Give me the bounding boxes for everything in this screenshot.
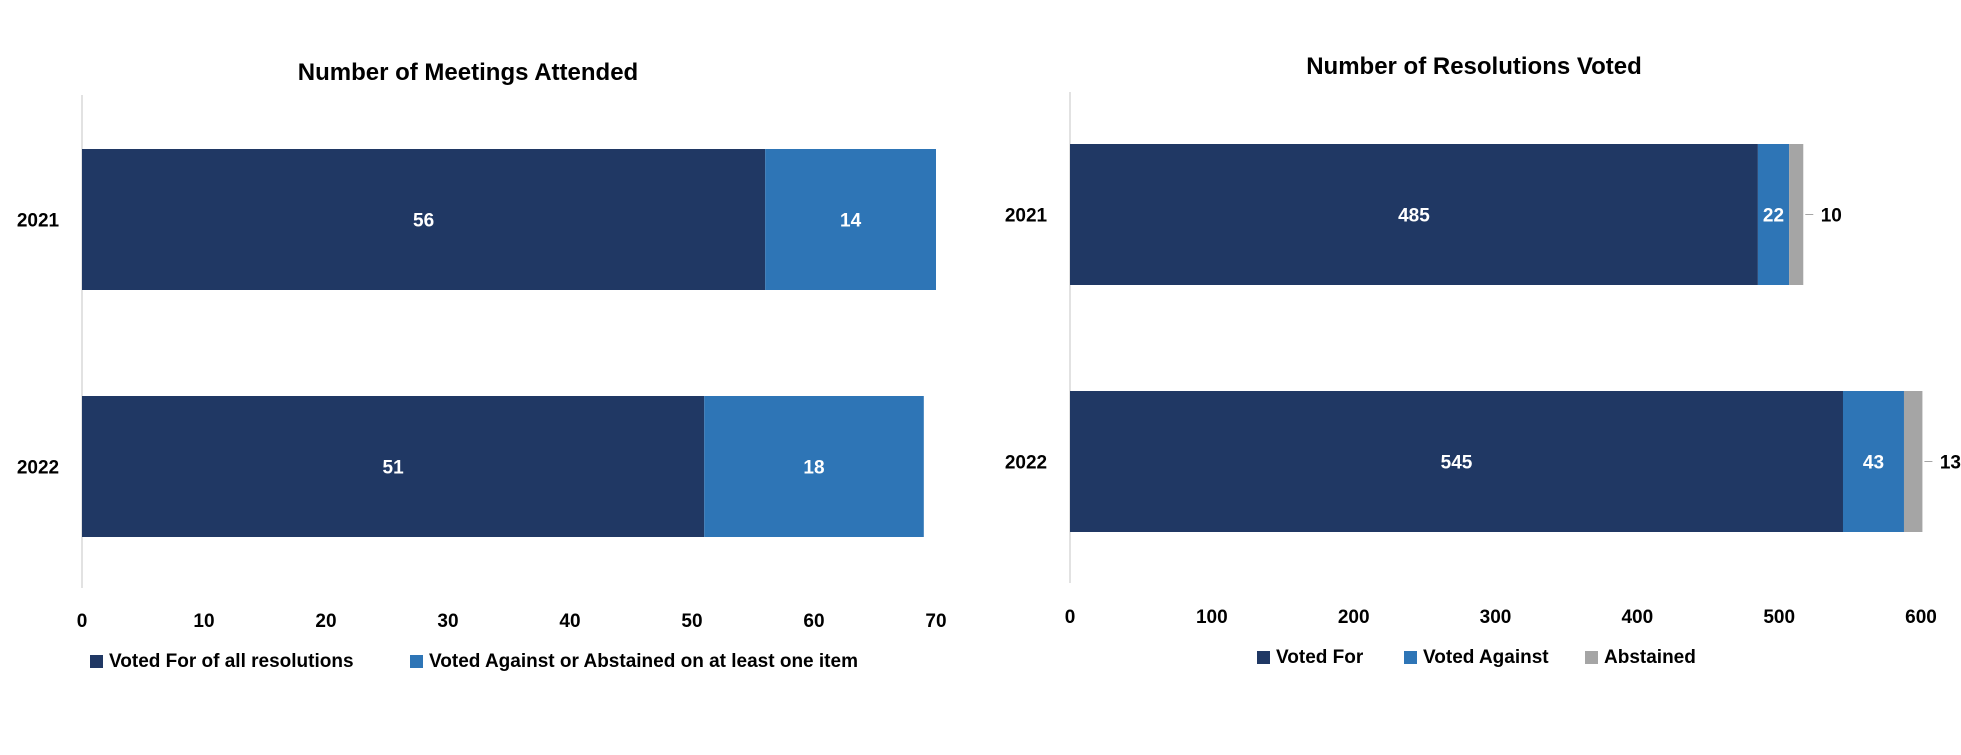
x-tick-label: 50 bbox=[681, 611, 702, 632]
bar-segment bbox=[1789, 144, 1804, 285]
legend-swatch bbox=[1404, 651, 1417, 664]
x-tick-label: 0 bbox=[77, 611, 88, 632]
legend-label: Abstained bbox=[1604, 647, 1696, 668]
data-label: 51 bbox=[383, 458, 405, 479]
legend-swatch bbox=[90, 655, 103, 668]
data-label: 56 bbox=[413, 211, 434, 232]
legend-swatch bbox=[1257, 651, 1270, 664]
x-tick-label: 100 bbox=[1196, 607, 1228, 628]
data-label: 10 bbox=[1821, 206, 1842, 227]
chart-1: Number of Meetings Attended 0 10 20 30 40 50 60… bbox=[17, 59, 947, 672]
legend-label: Voted Against bbox=[1423, 647, 1549, 668]
bar-segment bbox=[1903, 391, 1923, 532]
chart-2: Number of Resolutions Voted 0 100 200 300 400… bbox=[1005, 53, 1961, 668]
x-tick-label: 500 bbox=[1763, 607, 1795, 628]
x-tick-label: 20 bbox=[315, 611, 336, 632]
x-tick-label: 400 bbox=[1621, 607, 1653, 628]
bar-segment bbox=[1757, 144, 1790, 285]
bar-segment bbox=[704, 396, 924, 537]
category-label: 2022 bbox=[1005, 453, 1047, 474]
legend-swatch bbox=[410, 655, 423, 668]
data-label: 485 bbox=[1398, 206, 1430, 227]
x-tick-label: 30 bbox=[437, 611, 458, 632]
x-tick-label: 0 bbox=[1065, 607, 1076, 628]
category-label: 2021 bbox=[1005, 206, 1048, 227]
x-tick-label: 600 bbox=[1905, 607, 1937, 628]
chart-title: Number of Resolutions Voted bbox=[1306, 53, 1642, 80]
legend-label: Voted Against or Abstained on at least o… bbox=[429, 651, 858, 672]
bar-segment bbox=[1070, 144, 1758, 285]
bar-segment bbox=[1842, 391, 1904, 532]
data-label: 22 bbox=[1763, 206, 1784, 227]
x-tick-label: 200 bbox=[1338, 607, 1370, 628]
data-label: 43 bbox=[1863, 453, 1884, 474]
x-tick-label: 40 bbox=[559, 611, 580, 632]
x-tick-label: 10 bbox=[193, 611, 214, 632]
category-label: 2022 bbox=[17, 458, 59, 479]
data-label: 18 bbox=[803, 458, 824, 479]
bar-segment bbox=[82, 149, 766, 290]
data-label: 13 bbox=[1940, 453, 1961, 474]
legend-swatch bbox=[1585, 651, 1598, 664]
x-tick-label: 70 bbox=[925, 611, 946, 632]
legend-label: Voted For of all resolutions bbox=[109, 651, 354, 672]
data-label: 545 bbox=[1441, 453, 1473, 474]
bar-segment bbox=[765, 149, 936, 290]
x-tick-label: 300 bbox=[1480, 607, 1512, 628]
data-label: 14 bbox=[840, 211, 862, 232]
chart-title: Number of Meetings Attended bbox=[298, 59, 638, 86]
bar-segment bbox=[82, 396, 705, 537]
legend-label: Voted For bbox=[1276, 647, 1364, 668]
x-tick-label: 60 bbox=[803, 611, 824, 632]
bar-segment bbox=[1070, 391, 1843, 532]
category-label: 2021 bbox=[17, 211, 60, 232]
